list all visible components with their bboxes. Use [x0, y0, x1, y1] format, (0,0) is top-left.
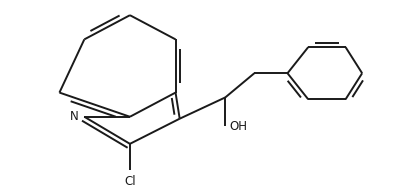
- Text: OH: OH: [229, 120, 247, 133]
- Text: Cl: Cl: [124, 175, 136, 188]
- Text: N: N: [70, 110, 78, 123]
